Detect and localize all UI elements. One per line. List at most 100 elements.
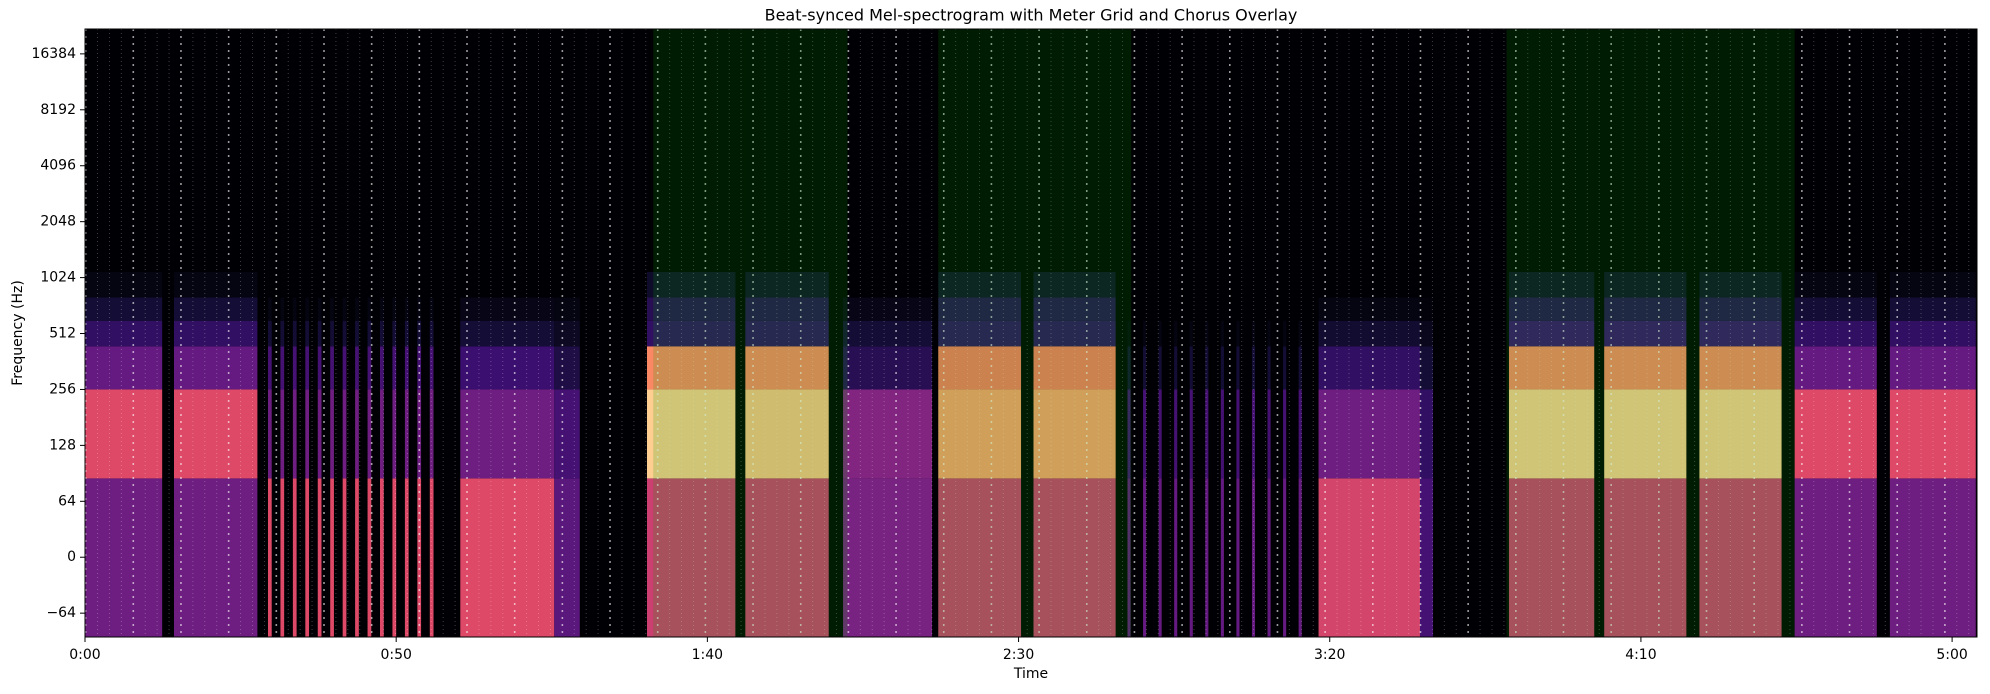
spectrogram-cell <box>292 389 297 479</box>
spectrogram-cell <box>317 297 322 321</box>
spectrogram-cell <box>317 29 322 272</box>
spectrogram-cell <box>404 29 409 272</box>
spectrogram-cell <box>355 346 359 390</box>
spectrogram-cell <box>267 29 272 272</box>
spectrogram-cell <box>1205 320 1209 347</box>
spectrogram-cell <box>1889 389 1976 479</box>
spectrogram-cell <box>1298 297 1302 321</box>
spectrogram-cell <box>404 389 409 479</box>
spectrogram-cell <box>429 389 434 479</box>
spectrogram-cell <box>1508 478 1595 637</box>
spectrogram-cell <box>1508 29 1595 272</box>
spectrogram-cell <box>280 389 285 479</box>
spectrogram-cell <box>843 29 933 272</box>
spectrogram-cell <box>280 271 285 298</box>
spectrogram-cell <box>554 271 580 298</box>
spectrogram-cell <box>1699 320 1782 347</box>
spectrogram-cell <box>267 389 272 479</box>
spectrogram-cell <box>429 297 434 321</box>
spectrogram-cell <box>1205 389 1209 479</box>
spectrogram-cell <box>429 29 434 272</box>
spectrogram-cell <box>460 389 555 479</box>
spectrogram-cell <box>355 271 359 298</box>
y-tick-label: 1024 <box>40 270 76 286</box>
spectrogram-cell <box>1220 346 1224 390</box>
spectrogram-cell <box>417 271 422 298</box>
spectrogram-cell <box>460 271 555 298</box>
spectrogram-cell <box>267 478 272 637</box>
spectrogram-cell <box>1251 297 1256 321</box>
spectrogram-cell <box>85 271 163 298</box>
spectrogram-cell <box>1298 478 1302 637</box>
spectrogram-cell <box>355 297 359 321</box>
spectrogram-cell <box>1318 478 1420 637</box>
spectrogram-cell <box>85 320 163 347</box>
spectrogram-cell <box>843 297 933 321</box>
spectrogram-cell <box>1604 271 1687 298</box>
spectrogram-cell <box>317 271 322 298</box>
spectrogram-cell <box>280 320 285 347</box>
spectrogram-cell <box>392 346 397 390</box>
spectrogram-cell <box>280 29 285 272</box>
spectrogram-cell <box>1189 478 1193 637</box>
spectrogram-cell <box>1298 271 1302 298</box>
spectrogram-cell <box>1174 389 1178 479</box>
spectrogram-cell <box>938 320 1022 347</box>
spectrogram-cell <box>1143 29 1147 272</box>
spectrogram-cell <box>938 29 1022 272</box>
chorus-overlay <box>1506 29 1795 637</box>
spectrogram-cell <box>355 320 359 347</box>
spectrogram-cell <box>1143 389 1147 479</box>
spectrogram-cell <box>173 478 258 637</box>
spectrogram-cell <box>367 297 372 321</box>
spectrogram-cell <box>342 29 347 272</box>
spectrogram-cell <box>745 297 829 321</box>
spectrogram-cell <box>1283 271 1287 298</box>
spectrogram-cell <box>1251 389 1256 479</box>
spectrogram-cell <box>1251 271 1256 298</box>
spectrogram-cell <box>292 297 297 321</box>
x-tick-label: 3:20 <box>1314 647 1345 663</box>
spectrogram-cell <box>1267 320 1271 347</box>
spectrogram-cell <box>380 346 384 390</box>
spectrogram-cell <box>330 346 334 390</box>
spectrogram-cell <box>1794 478 1877 637</box>
spectrogram-cell <box>1127 389 1131 479</box>
spectrogram-cell <box>342 320 347 347</box>
spectrogram-cell <box>1158 320 1162 347</box>
spectrogram-cell <box>843 346 933 390</box>
spectrogram-cell <box>1143 297 1147 321</box>
spectrogram-cell <box>460 320 555 347</box>
spectrogram-cell <box>1794 271 1877 298</box>
spectrogram-cell <box>429 478 434 637</box>
spectrogram-cell <box>1699 389 1782 479</box>
spectrogram-cell <box>938 478 1022 637</box>
spectrogram-cell <box>1699 478 1782 637</box>
axes: 0:00 0:50 1:40 2:30 3:20 4:10 5:00 −64 0 64 128 256… <box>31 28 1978 663</box>
spectrogram-cell <box>1236 29 1240 272</box>
spectrogram-cell <box>1220 320 1224 347</box>
spectrogram-cell <box>1236 297 1240 321</box>
spectrogram-cell <box>292 478 297 637</box>
spectrogram-cell <box>330 271 334 298</box>
spectrogram-cell <box>1699 297 1782 321</box>
spectrogram-cell <box>1267 29 1271 272</box>
spectrogram-cell <box>1127 29 1131 272</box>
spectrogram-cell <box>1604 297 1687 321</box>
spectrogram-cell <box>280 346 285 390</box>
x-tick-label: 1:40 <box>692 647 723 663</box>
spectrogram-cell <box>1419 320 1434 347</box>
spectrogram-cell <box>330 389 334 479</box>
spectrogram-cell <box>267 271 272 298</box>
spectrogram-cell <box>305 320 310 347</box>
spectrogram-cell <box>417 478 422 637</box>
spectrogram-cell <box>1143 478 1147 637</box>
spectrogram-cell <box>317 389 322 479</box>
spectrogram-cell <box>1158 389 1162 479</box>
spectrogram-cell <box>367 271 372 298</box>
spectrogram-cell <box>1419 389 1434 479</box>
spectrogram-cell <box>1236 271 1240 298</box>
spectrogram-cell <box>85 346 163 390</box>
y-tick-label: 4096 <box>40 158 76 174</box>
spectrogram-cell <box>1298 320 1302 347</box>
